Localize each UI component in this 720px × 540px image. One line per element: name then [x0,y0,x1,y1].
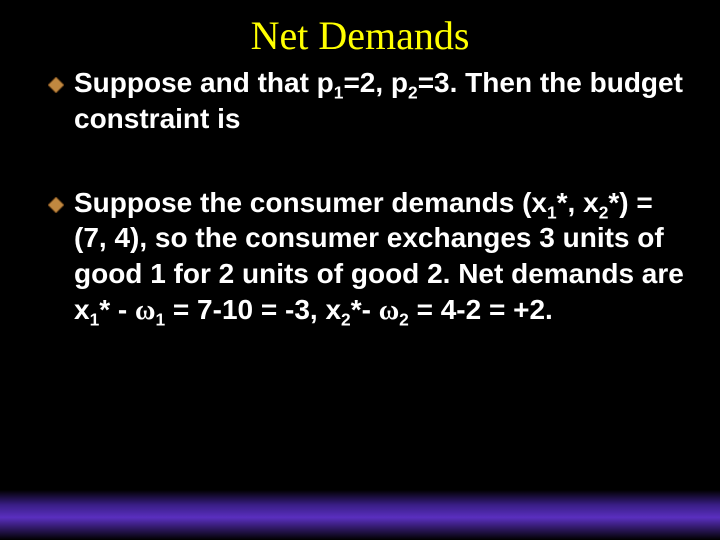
bullet-text: Suppose and that p1=2, p2=3. Then the bu… [74,65,684,137]
bullet-diamond-icon [48,77,64,93]
slide-title: Net Demands [0,0,720,63]
bullet-text: Suppose the consumer demands (x1*, x2*) … [74,185,684,329]
bullet-item: Suppose the consumer demands (x1*, x2*) … [48,185,684,329]
bullet-item: Suppose and that p1=2, p2=3. Then the bu… [48,65,684,137]
footer-gradient-bar [0,490,720,540]
slide-body: Suppose and that p1=2, p2=3. Then the bu… [0,65,720,329]
slide: Net Demands Suppose and that p1=2, p2=3.… [0,0,720,540]
bullet-diamond-icon [48,197,64,213]
